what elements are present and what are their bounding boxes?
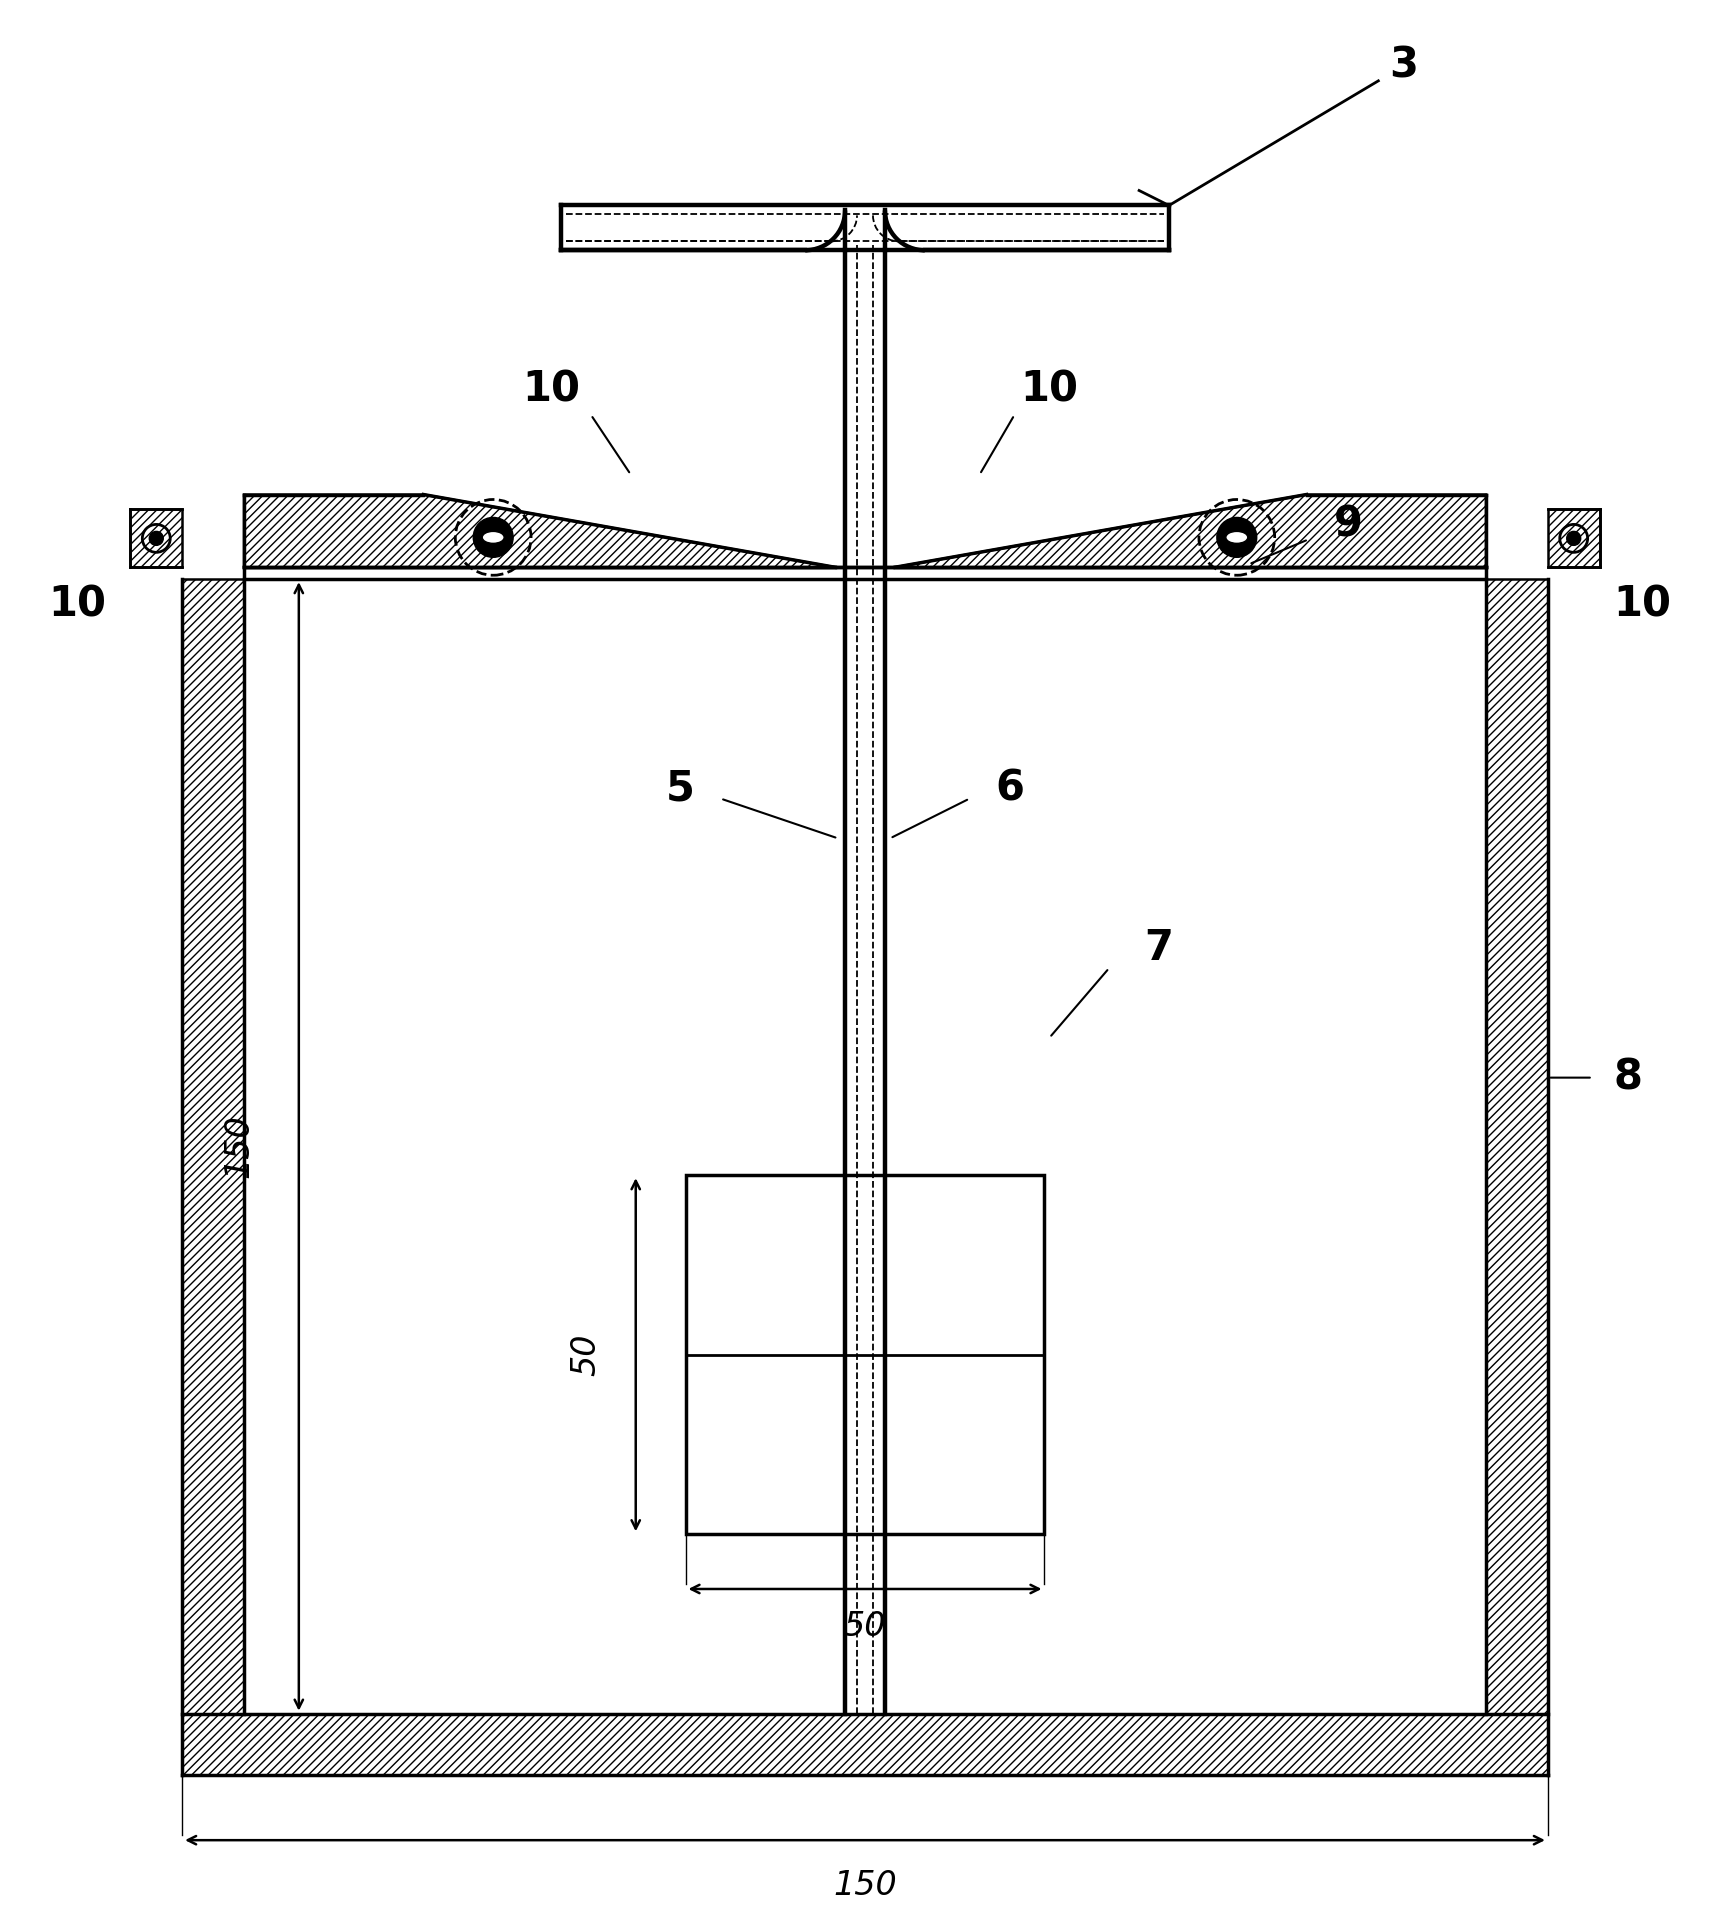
Text: 3: 3: [1389, 44, 1417, 87]
Ellipse shape: [1225, 532, 1248, 544]
Bar: [244, 578, 1486, 1714]
Ellipse shape: [482, 532, 505, 544]
Text: 7: 7: [1144, 927, 1173, 970]
Circle shape: [149, 532, 162, 546]
Bar: [181, 1714, 1548, 1776]
Bar: [181, 578, 244, 1714]
Text: 8: 8: [1612, 1057, 1642, 1099]
Text: 10: 10: [48, 582, 107, 625]
Bar: [686, 1176, 1044, 1535]
Bar: [244, 567, 1486, 578]
Circle shape: [1567, 532, 1581, 546]
Text: 10: 10: [1614, 582, 1671, 625]
Bar: [567, 214, 1165, 241]
Text: 150: 150: [833, 1868, 897, 1901]
Text: 150: 150: [223, 1114, 256, 1178]
Circle shape: [1217, 517, 1256, 557]
Text: 6: 6: [995, 767, 1025, 810]
Text: 10: 10: [1021, 368, 1078, 411]
Polygon shape: [895, 494, 1486, 567]
Text: 9: 9: [1334, 503, 1363, 546]
Text: 5: 5: [667, 767, 695, 810]
Text: 10: 10: [522, 368, 581, 411]
Text: 50: 50: [570, 1334, 603, 1377]
Bar: [130, 509, 181, 567]
Polygon shape: [244, 494, 835, 567]
Bar: [1548, 509, 1600, 567]
Text: 50: 50: [843, 1610, 886, 1643]
Circle shape: [473, 517, 513, 557]
Bar: [1486, 578, 1548, 1714]
